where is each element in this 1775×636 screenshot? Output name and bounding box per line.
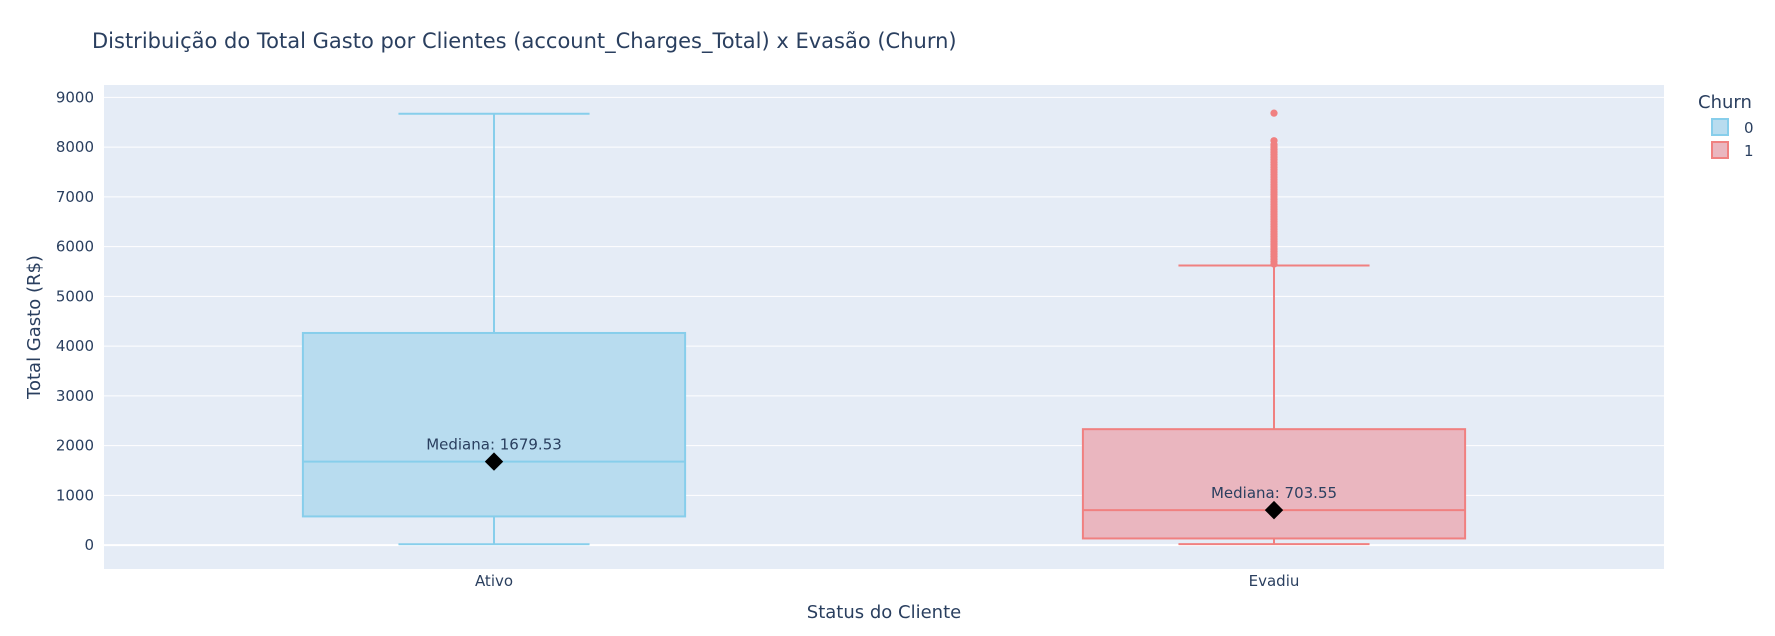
legend-swatch <box>1711 118 1729 136</box>
y-tick-label: 2000 <box>56 437 94 455</box>
y-tick-label: 3000 <box>56 387 94 405</box>
legend[interactable]: Churn 0 1 <box>1698 92 1754 160</box>
x-axis-ticks: Ativo Evadiu <box>475 572 1299 590</box>
box-iqr <box>1081 428 1467 540</box>
outlier-point <box>1270 109 1278 117</box>
y-tick-label: 6000 <box>56 238 94 256</box>
x-tick-label: Evadiu <box>1249 572 1300 590</box>
y-tick-label: 9000 <box>56 88 94 106</box>
x-tick-label: Ativo <box>475 572 513 590</box>
outlier-point <box>1270 137 1278 145</box>
legend-item-label: 0 <box>1744 119 1754 137</box>
median-annotation: Mediana: 1679.53 <box>426 436 562 454</box>
y-axis-ticks: 0 1000 2000 3000 4000 5000 6000 7000 8000 9000 <box>56 88 94 554</box>
y-tick-label: 4000 <box>56 337 94 355</box>
y-tick-label: 0 <box>84 536 94 554</box>
legend-title: Churn <box>1698 92 1752 113</box>
x-axis-title: Status do Cliente <box>807 602 961 623</box>
y-tick-label: 1000 <box>56 486 94 504</box>
y-axis-title: Total Gasto (R$) <box>24 255 45 400</box>
chart-title: Distribuição do Total Gasto por Clientes… <box>92 29 957 54</box>
y-tick-label: 7000 <box>56 188 94 206</box>
box-evadiu <box>1081 109 1467 546</box>
median-marker <box>1264 500 1284 520</box>
median-marker <box>484 452 504 471</box>
y-tick-label: 8000 <box>56 138 94 156</box>
boxes <box>301 109 1467 546</box>
box-iqr <box>301 331 687 518</box>
legend-swatch <box>1711 141 1729 159</box>
median-annotation: Mediana: 703.55 <box>1211 484 1337 502</box>
annotations: Mediana: 1679.53 Mediana: 703.55 <box>426 436 1337 520</box>
y-tick-label: 5000 <box>56 287 94 305</box>
legend-item-label: 1 <box>1744 142 1754 160</box>
